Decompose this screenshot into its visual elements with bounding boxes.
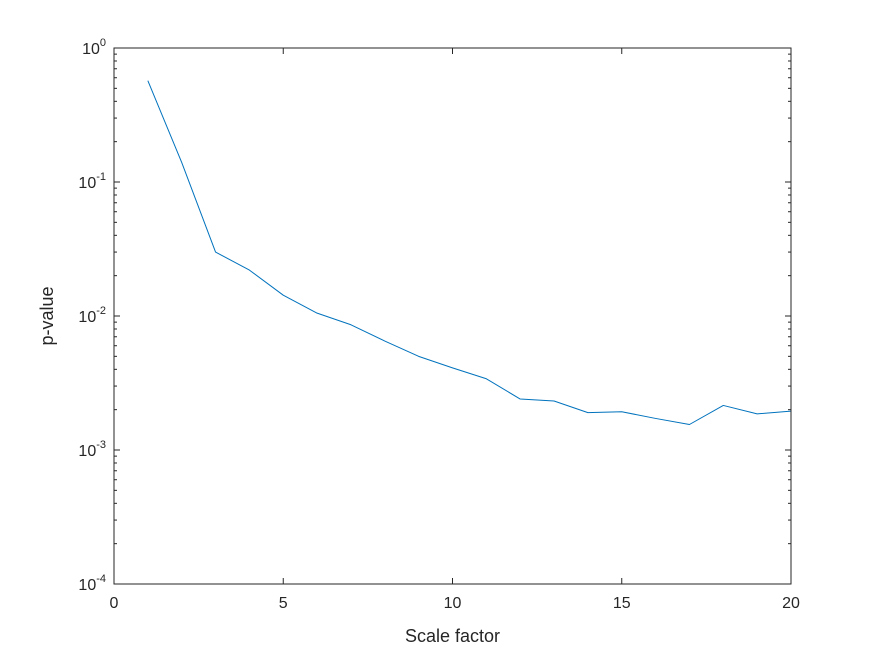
- x-axis-label: Scale factor: [405, 626, 500, 646]
- series-line: [147, 80, 792, 425]
- y-tick-base: 10: [78, 577, 96, 594]
- x-tick-label: 15: [613, 595, 631, 612]
- y-tick-label: 10-1: [78, 171, 106, 192]
- x-tick-label: 0: [110, 595, 119, 612]
- y-tick-label: 10-3: [78, 439, 106, 460]
- y-tick-exponent: -2: [96, 305, 106, 317]
- y-tick-label: 10-2: [78, 305, 106, 326]
- y-tick-exponent: 0: [100, 37, 106, 49]
- y-tick-base: 10: [82, 41, 100, 58]
- y-axis-label: p-value: [37, 286, 57, 345]
- y-tick-label: 10-4: [78, 573, 106, 594]
- x-tick-label: 10: [444, 595, 462, 612]
- y-tick-base: 10: [78, 309, 96, 326]
- x-tick-label: 20: [782, 595, 800, 612]
- y-tick-base: 10: [78, 443, 96, 460]
- y-tick-exponent: -3: [96, 439, 106, 451]
- plot-area: [114, 48, 791, 584]
- y-tick-label: 100: [82, 37, 106, 58]
- y-tick-exponent: -4: [96, 573, 106, 585]
- y-tick-exponent: -1: [96, 171, 106, 183]
- x-tick-label: 5: [279, 595, 288, 612]
- y-tick-base: 10: [78, 175, 96, 192]
- plot-frame: [113, 47, 792, 585]
- series-layer: [147, 80, 792, 425]
